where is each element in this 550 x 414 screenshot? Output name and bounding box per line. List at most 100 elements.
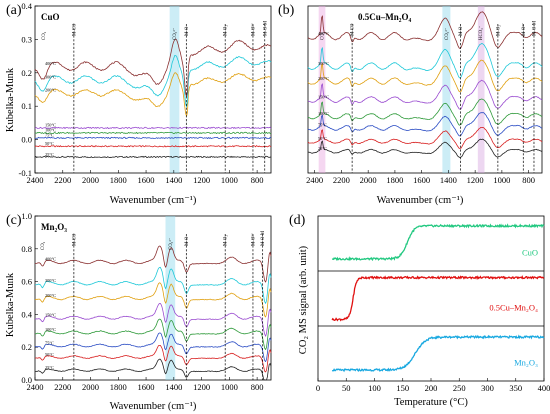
panel-b-marker-1: CO₃²⁻ bbox=[444, 27, 450, 40]
panel-c-ytick-label-5: 1.0 bbox=[21, 211, 32, 221]
panel-c-mn2o3: (c) Kubelka-Munk Wavenumber (cm⁻¹) 2400 2… bbox=[5, 211, 272, 412]
panel-b-series-0 bbox=[307, 138, 543, 158]
panel-b-vline-label-3: M-O²⁻ bbox=[521, 22, 527, 36]
panel-b-xtick-label-4: 1600 bbox=[413, 175, 430, 185]
panel-c-vline-label-0: M-CO bbox=[72, 233, 77, 246]
panel-c-vline-label-2: M-O₂ bbox=[224, 235, 229, 246]
panel-a-xlabel: Wavenumber (cm⁻¹) bbox=[110, 195, 197, 206]
panel-b-series-1 bbox=[307, 127, 543, 149]
panel-c-xtick-label-4: 1600 bbox=[138, 382, 155, 392]
panel-a-temp-label-3: 100°C bbox=[45, 128, 56, 133]
panel-b-temp-label-2: 75°C bbox=[318, 123, 327, 128]
panel-b-series-3 bbox=[307, 98, 543, 126]
panel-a-temp-label-4: 150°C bbox=[45, 123, 56, 128]
panel-a-series-1 bbox=[34, 145, 272, 148]
panel-c-label: (c) bbox=[6, 213, 22, 228]
panel-a-vline-label-1: M-O bbox=[185, 26, 190, 36]
panel-b-title: 0.5Cu–Mn₂O₄ bbox=[358, 12, 411, 22]
panel-c-marker-0: CO₂ bbox=[41, 241, 46, 250]
panel-a-title: CuO bbox=[41, 12, 60, 22]
panel-d-ms: (d) CO₂ MS signal (arb. unit) Temperatur… bbox=[289, 213, 550, 408]
panel-d-series-0 bbox=[331, 223, 545, 262]
panel-b-series-4 bbox=[307, 79, 543, 110]
panel-c-xtick-label-1: 2200 bbox=[54, 382, 71, 392]
panel-a-series-7 bbox=[34, 38, 272, 97]
panel-c-temp-label-4: 150°C bbox=[45, 312, 56, 317]
panel-d-xtick-label-3: 150 bbox=[396, 383, 409, 393]
panel-b-temp-label-1: 50°C bbox=[318, 136, 327, 141]
panel-a-xtick-label-1: 2200 bbox=[54, 175, 71, 185]
panel-a-xtick-label-8: 800 bbox=[251, 175, 264, 185]
panel-c-temp-label-2: 75°C bbox=[45, 340, 54, 345]
panel-a-ytick-label-2: 0.1 bbox=[21, 101, 32, 111]
panel-a-frame bbox=[34, 5, 272, 174]
panel-c-temp-label-5: 200°C bbox=[45, 293, 56, 298]
panel-c-xtick-label-3: 1800 bbox=[110, 382, 127, 392]
panel-b-xtick-label-8: 800 bbox=[522, 175, 535, 185]
panel-a-temp-label-1: 50°C bbox=[45, 141, 54, 146]
panel-d-xtick-label-5: 250 bbox=[453, 383, 466, 393]
panel-a-series-3 bbox=[34, 131, 272, 134]
panel-b-cu-mn: (b) Wavenumber (cm⁻¹) 2400 2200 2000 1800 16… bbox=[278, 3, 543, 206]
panel-a-marker-1: CO₃²⁻ bbox=[172, 27, 178, 40]
panel-c-series-7 bbox=[34, 245, 272, 283]
panel-a-series-5 bbox=[34, 72, 272, 117]
panel-d-xtick-label-4: 200 bbox=[425, 383, 438, 393]
panel-b-temp-label-6: 300°C bbox=[318, 61, 329, 66]
panel-b-xtick-label-3: 1800 bbox=[386, 175, 403, 185]
panel-a-ytick-label-4: 0.3 bbox=[21, 34, 32, 44]
panel-d-xtick-label-7: 350 bbox=[509, 383, 522, 393]
panel-b-label: (b) bbox=[278, 3, 295, 18]
panel-a-xtick-label-0: 2400 bbox=[27, 175, 44, 185]
panel-c-ylabel: Kubelka-Munk bbox=[5, 272, 16, 337]
panel-c-series-3 bbox=[34, 318, 272, 350]
panel-a-ytick-label-0: -0.1 bbox=[19, 168, 32, 178]
panel-b-band-0 bbox=[318, 6, 326, 173]
panel-a-vline-label-0: M-CO bbox=[72, 23, 77, 36]
panel-c-xtick-label-8: 800 bbox=[251, 382, 264, 392]
panel-c-temp-label-0: 25°C bbox=[45, 365, 54, 370]
panel-d-legend-1: 0.5Cu–Mn₂O₄ bbox=[489, 303, 538, 313]
panel-c-series-5 bbox=[34, 282, 272, 318]
panel-c-temp-label-1: 50°C bbox=[45, 352, 54, 357]
panel-b-temp-label-4: 150°C bbox=[318, 94, 329, 99]
panel-c-series-6 bbox=[34, 266, 272, 304]
panel-c-xtick-label-5: 1400 bbox=[165, 382, 182, 392]
panel-b-temp-label-3: 100°C bbox=[318, 111, 329, 116]
panel-a-series-4 bbox=[34, 126, 272, 129]
panel-c-ytick-label-1: 0.2 bbox=[21, 342, 32, 352]
panel-a-series-0 bbox=[34, 155, 272, 158]
panel-a-series-6 bbox=[34, 55, 272, 108]
panel-d-legend-2: Mn₂O₃ bbox=[514, 358, 538, 368]
panel-b-temp-label-5: 200°C bbox=[318, 76, 329, 81]
panel-c-band-0 bbox=[165, 216, 176, 380]
panel-a-xtick-label-3: 1800 bbox=[110, 175, 127, 185]
panel-c-series-4 bbox=[34, 303, 272, 337]
panel-a-ytick-label-1: 0.0 bbox=[21, 135, 32, 145]
panel-c-xtick-label-7: 1000 bbox=[221, 382, 238, 392]
panel-a-temp-label-6: 300°C bbox=[45, 74, 56, 79]
panel-c-series-1 bbox=[34, 345, 272, 373]
panel-c-ytick-label-0: 0.0 bbox=[21, 375, 32, 385]
panel-d-ylabel: CO₂ MS signal (arb. unit) bbox=[298, 245, 309, 354]
panel-a-ytick-label-3: 0.2 bbox=[21, 68, 32, 78]
panel-b-series-2 bbox=[307, 112, 543, 137]
panel-b-xtick-label-0: 2400 bbox=[306, 175, 323, 185]
panel-a-temp-label-5: 200°C bbox=[45, 88, 56, 93]
panel-a-temp-label-7: 400°C bbox=[45, 61, 56, 66]
panel-c-temp-label-3: 100°C bbox=[45, 327, 56, 332]
panel-c-frame bbox=[34, 215, 272, 381]
panel-c-vline-label-3: M-O²⁻ bbox=[250, 232, 256, 246]
panel-a-xtick-label-7: 1000 bbox=[221, 175, 238, 185]
panel-a-vline-label-3: M-O²⁻ bbox=[250, 22, 256, 36]
panel-b-xtick-label-5: 1400 bbox=[440, 175, 457, 185]
panel-c-marker-1: CO₃²⁻ bbox=[168, 237, 174, 250]
panel-a-vline-label-4: M-O-M bbox=[263, 20, 268, 36]
panel-a-temp-label-0: 25°C bbox=[45, 152, 54, 157]
panel-b-vline-label-0: M-CO bbox=[351, 23, 356, 36]
panel-d-label: (d) bbox=[289, 213, 306, 228]
panel-c-vline-label-4: M-O-M bbox=[261, 230, 266, 246]
panel-a-marker-0: CO₂ bbox=[42, 31, 47, 40]
panel-c-ytick-label-4: 0.8 bbox=[21, 244, 32, 254]
